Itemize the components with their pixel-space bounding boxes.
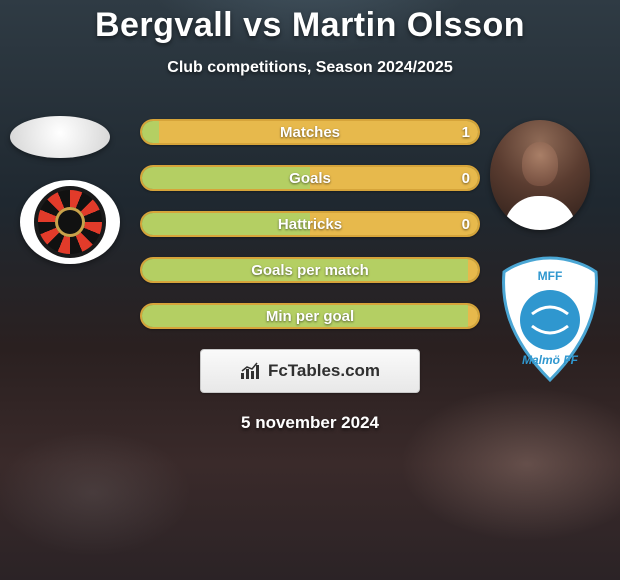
stat-bar: Matches1 xyxy=(140,119,480,145)
bar-left-fill xyxy=(142,167,310,189)
brand-chart-icon xyxy=(240,362,262,380)
brand-plate[interactable]: FcTables.com xyxy=(200,349,420,393)
club-bottom-text: Malmö FF xyxy=(522,353,579,367)
bar-right-fill xyxy=(310,167,478,189)
bar-right-fill xyxy=(159,121,478,143)
bar-track xyxy=(140,165,480,191)
bar-right-fill xyxy=(468,259,478,281)
bar-right-fill xyxy=(468,305,478,327)
stat-bar: Goals per match xyxy=(140,257,480,283)
bar-left-fill xyxy=(142,259,468,281)
date: 5 november 2024 xyxy=(0,413,620,433)
bar-left-fill xyxy=(142,305,468,327)
bar-left-fill xyxy=(142,121,159,143)
bar-right-fill xyxy=(310,213,478,235)
page-title: Bergvall vs Martin Olsson xyxy=(0,6,620,45)
brand-text: FcTables.com xyxy=(268,361,380,381)
subtitle: Club competitions, Season 2024/2025 xyxy=(0,59,620,77)
stat-bar: Goals0 xyxy=(140,165,480,191)
bar-track xyxy=(140,257,480,283)
bar-track xyxy=(140,211,480,237)
comparison-card: Bergvall vs Martin Olsson Club competiti… xyxy=(0,0,620,580)
stat-bar: Hattricks0 xyxy=(140,211,480,237)
bar-left-fill xyxy=(142,213,310,235)
stat-bar: Min per goal xyxy=(140,303,480,329)
bar-track xyxy=(140,303,480,329)
stat-bars: Matches1 Goals0 Hattricks0 Goals per match M… xyxy=(0,119,620,329)
bar-track xyxy=(140,119,480,145)
